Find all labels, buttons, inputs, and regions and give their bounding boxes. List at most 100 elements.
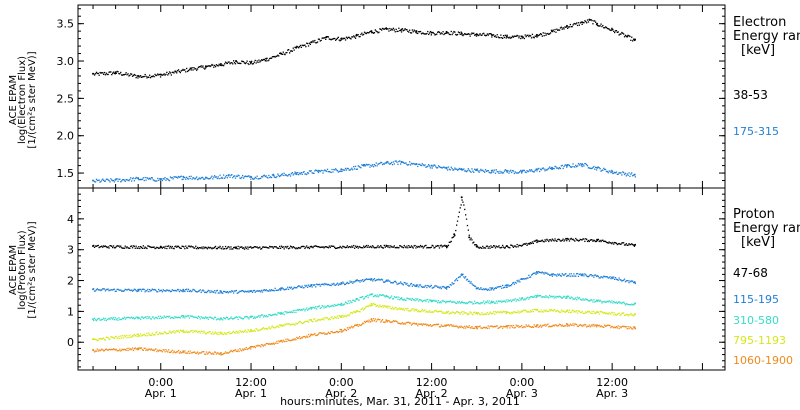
data-point — [558, 239, 561, 241]
data-point — [250, 175, 252, 178]
data-point — [266, 342, 268, 345]
data-point — [351, 167, 353, 169]
data-point — [268, 59, 270, 61]
data-point — [507, 311, 509, 313]
data-point — [307, 320, 309, 322]
data-point — [372, 279, 375, 281]
data-point — [302, 336, 304, 338]
data-point — [456, 168, 458, 170]
data-point — [264, 327, 266, 330]
data-point — [483, 326, 485, 329]
data-point — [96, 288, 98, 290]
data-point — [351, 301, 353, 304]
data-point — [290, 50, 293, 52]
data-point — [468, 33, 470, 35]
data-point — [222, 64, 224, 66]
data-point — [328, 306, 330, 308]
data-point — [222, 333, 224, 335]
data-point — [614, 171, 616, 174]
data-point — [631, 328, 633, 330]
data-point — [344, 169, 346, 171]
data-point — [152, 334, 154, 336]
data-point — [291, 50, 293, 52]
data-point — [629, 314, 631, 316]
data-point — [407, 164, 409, 166]
data-point — [274, 56, 276, 58]
data-point — [480, 168, 482, 170]
data-point — [436, 300, 438, 302]
data-point — [130, 73, 132, 75]
data-point — [608, 241, 610, 243]
data-point — [595, 275, 598, 277]
data-point — [534, 295, 536, 297]
data-point — [361, 32, 363, 34]
data-point — [520, 278, 522, 280]
data-point — [519, 297, 521, 299]
data-point — [104, 74, 107, 76]
data-point — [631, 243, 633, 245]
data-point — [553, 325, 555, 327]
data-point — [549, 33, 551, 35]
data-point — [608, 324, 610, 326]
data-point — [610, 313, 612, 315]
data-point — [400, 31, 403, 33]
data-point — [465, 279, 468, 281]
data-point — [140, 178, 142, 181]
data-point — [150, 334, 153, 336]
data-point — [346, 281, 348, 284]
data-point — [486, 312, 488, 314]
data-point — [314, 332, 316, 335]
data-point — [493, 171, 495, 173]
data-point — [545, 272, 547, 274]
data-point — [141, 349, 144, 351]
data-point — [137, 247, 139, 249]
data-point — [298, 172, 301, 174]
data-point — [581, 299, 583, 301]
data-point — [224, 63, 226, 65]
data-point — [612, 312, 614, 314]
data-point — [287, 175, 289, 177]
data-point — [196, 179, 199, 181]
data-point — [415, 298, 417, 300]
data-point — [140, 76, 143, 78]
data-point — [469, 301, 471, 303]
data-point — [128, 247, 130, 249]
data-point — [601, 25, 603, 28]
data-point — [225, 248, 228, 250]
data-point — [315, 245, 317, 247]
data-point — [259, 61, 261, 63]
data-point — [363, 320, 366, 323]
data-point — [353, 281, 355, 283]
electron-ylabel-line1: ACE EPAM — [8, 75, 19, 125]
data-point — [606, 27, 608, 30]
data-point — [604, 301, 607, 303]
data-point — [462, 34, 464, 37]
data-point — [530, 276, 532, 278]
data-point — [559, 240, 562, 242]
data-point — [97, 350, 99, 352]
data-point — [528, 298, 530, 300]
data-point — [475, 311, 478, 314]
data-point — [514, 281, 516, 283]
data-point — [480, 313, 482, 316]
data-point — [302, 171, 304, 174]
data-point — [422, 323, 424, 325]
data-point — [146, 290, 148, 292]
data-point — [401, 299, 404, 301]
data-point — [374, 280, 376, 282]
data-point — [416, 299, 418, 301]
data-point — [626, 244, 628, 246]
data-point — [586, 310, 589, 313]
data-point — [254, 317, 256, 319]
data-point — [528, 35, 530, 38]
data-point — [219, 317, 222, 320]
data-point — [214, 290, 216, 292]
data-point — [314, 39, 316, 42]
data-point — [182, 331, 184, 333]
data-point — [555, 297, 557, 299]
data-point — [395, 281, 397, 283]
data-point — [482, 289, 484, 291]
data-point — [98, 338, 100, 340]
data-point — [112, 72, 114, 74]
data-point — [300, 337, 302, 339]
